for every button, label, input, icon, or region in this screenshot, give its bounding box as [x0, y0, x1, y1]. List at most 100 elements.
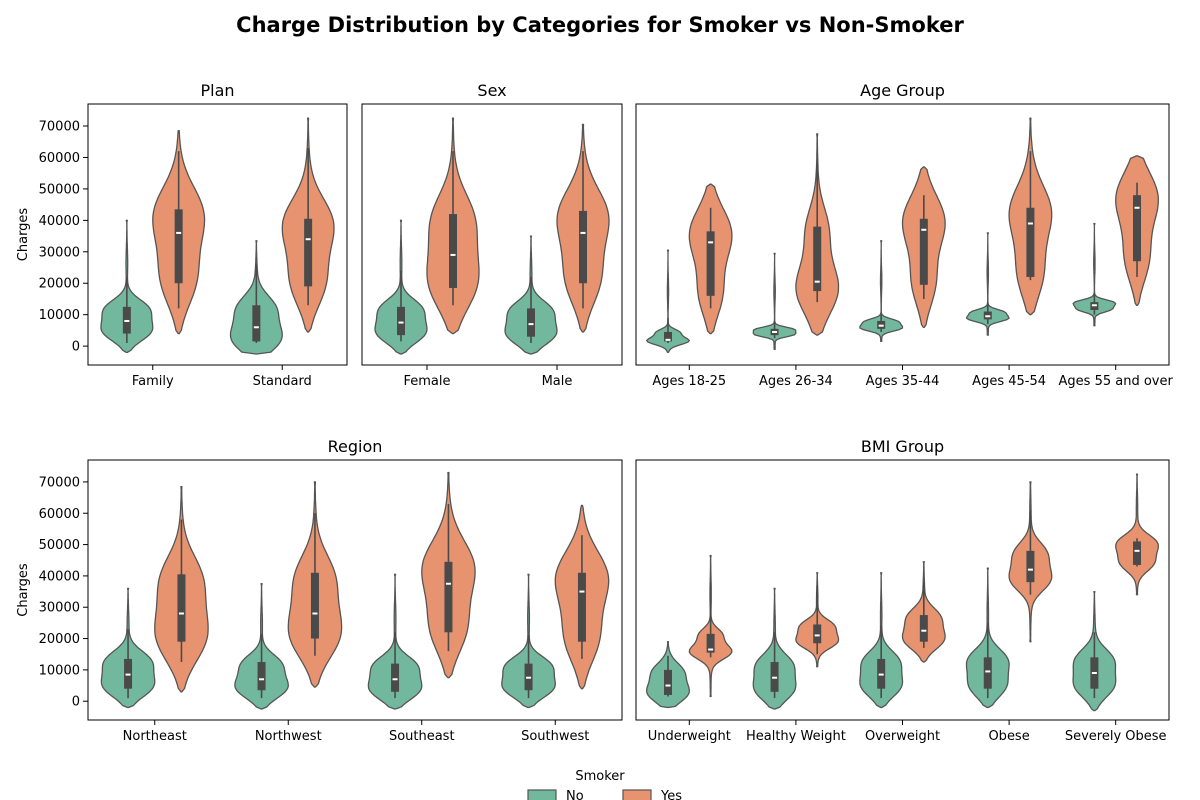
y-tick-label: 50000	[39, 538, 80, 553]
legend: Smoker No Yes	[527, 769, 682, 800]
violin-southwest-yes	[554, 504, 610, 690]
x-tick-label: Ages 18-25	[652, 374, 726, 389]
violin-northwest-yes	[287, 481, 343, 688]
violin-iqr-box	[706, 633, 715, 653]
violin-iqr-box	[310, 572, 319, 639]
violin-northeast-yes	[154, 485, 209, 693]
violin-iqr-box	[1026, 207, 1035, 277]
violin-ages-45-54-no	[965, 232, 1010, 336]
y-tick-label: 50000	[39, 182, 80, 197]
violin-severely-obese-yes	[1115, 473, 1159, 596]
violin-standard-yes	[281, 117, 335, 333]
y-axis-label: Charges	[16, 208, 31, 262]
panel-title: Plan	[200, 81, 234, 100]
violin-iqr-box	[1026, 550, 1035, 583]
x-tick-label: Southwest	[521, 729, 589, 744]
panel-age-group: Age Group Ages 18-25 Ages 26-34 Ages 35-44 A…	[635, 81, 1174, 389]
x-tick-label: Northwest	[255, 729, 322, 744]
x-tick-label: Male	[542, 374, 573, 389]
violin-iqr-box	[706, 231, 715, 296]
panel-bmi-group: BMI Group Underweight Healthy Weight Overwe…	[635, 437, 1170, 744]
violin-severely-obese-no	[1072, 590, 1117, 712]
violin-iqr-box	[983, 657, 992, 689]
violin-ages-18-25-no	[646, 249, 690, 354]
y-tick-label: 0	[72, 695, 80, 710]
x-tick-label: Underweight	[648, 729, 731, 744]
violin-iqr-box	[663, 669, 672, 695]
x-tick-label: Ages 26-34	[759, 374, 833, 389]
legend-item-no: No	[527, 789, 584, 800]
violin-iqr-box	[177, 574, 186, 642]
y-tick-label: 20000	[39, 277, 80, 292]
legend-title: Smoker	[575, 769, 625, 784]
violin-standard-no	[229, 240, 283, 355]
violin-iqr-box	[579, 210, 587, 284]
violin-underweight-no	[646, 641, 690, 709]
plot-frame	[361, 103, 623, 366]
panel-title: Age Group	[860, 81, 945, 100]
x-tick-label: Family	[132, 374, 174, 389]
panel-sex: Sex Female Male	[361, 81, 623, 389]
violin-overweight-yes	[901, 561, 946, 663]
violin-ages-26-34-yes	[795, 133, 840, 336]
legend-item-yes: Yes	[622, 789, 682, 800]
plot-frame	[87, 459, 623, 721]
y-axis-label: Charges	[16, 563, 31, 617]
violin-female-no	[374, 219, 428, 355]
violin-body	[1115, 473, 1159, 596]
y-tick-label: 70000	[39, 475, 80, 490]
violin-iqr-box	[252, 305, 261, 342]
violin-northeast-no	[100, 587, 156, 709]
violin-iqr-box	[304, 218, 313, 287]
panel-title: BMI Group	[861, 437, 944, 456]
y-tick-label: 60000	[39, 507, 80, 522]
y-tick-label: 40000	[39, 569, 80, 584]
violin-iqr-box	[919, 218, 928, 285]
violin-female-yes	[426, 117, 480, 335]
x-tick-label: Overweight	[865, 729, 940, 744]
violin-iqr-box	[663, 331, 672, 342]
violin-iqr-box	[813, 226, 822, 292]
figure-title: Charge Distribution by Categories for Sm…	[236, 13, 964, 37]
violin-family-yes	[152, 130, 206, 335]
violin-iqr-box	[444, 561, 453, 633]
x-tick-label: Ages 45-54	[972, 374, 1046, 389]
violin-male-yes	[556, 123, 610, 333]
x-tick-label: Severely Obese	[1065, 729, 1167, 744]
panels: Plan Family Standard 0 10000 20000 30000 40000 5…	[16, 81, 1174, 744]
violin-obese-yes	[1008, 481, 1053, 643]
violin-iqr-box	[577, 572, 586, 642]
violin-iqr-box	[391, 663, 400, 692]
x-tick-label: Southeast	[389, 729, 455, 744]
x-tick-label: Healthy Weight	[746, 729, 846, 744]
x-tick-label: Northeast	[123, 729, 187, 744]
legend-swatch	[527, 789, 557, 800]
violin-male-no	[504, 235, 558, 355]
y-tick-label: 20000	[39, 632, 80, 647]
violin-northwest-no	[234, 583, 289, 710]
violin-obese-no	[965, 567, 1010, 709]
violin-ages-55-and-over-yes	[1115, 155, 1159, 306]
violin-ages-18-25-yes	[688, 183, 733, 335]
panel-plan: Plan Family Standard 0 10000 20000 30000 40000 5…	[16, 81, 348, 389]
y-tick-label: 40000	[39, 214, 80, 229]
legend-swatch	[622, 789, 652, 800]
violin-ages-35-44-yes	[901, 166, 946, 328]
violin-healthy-weight-no	[752, 587, 797, 710]
y-tick-label: 60000	[39, 151, 80, 166]
violin-overweight-no	[859, 572, 904, 709]
violin-iqr-box	[813, 624, 822, 644]
violin-iqr-box	[449, 214, 457, 288]
violin-body	[859, 240, 904, 343]
panel-title: Region	[328, 437, 383, 456]
legend-label: Yes	[660, 789, 682, 800]
plot-frame	[87, 103, 348, 366]
violin-underweight-yes	[688, 554, 733, 698]
y-tick-label: 10000	[39, 663, 80, 678]
violin-iqr-box	[174, 209, 183, 284]
violin-family-no	[100, 219, 154, 354]
violin-ages-55-and-over-no	[1072, 222, 1117, 327]
y-tick-label: 0	[72, 340, 80, 355]
violin-healthy-weight-yes	[795, 572, 840, 668]
